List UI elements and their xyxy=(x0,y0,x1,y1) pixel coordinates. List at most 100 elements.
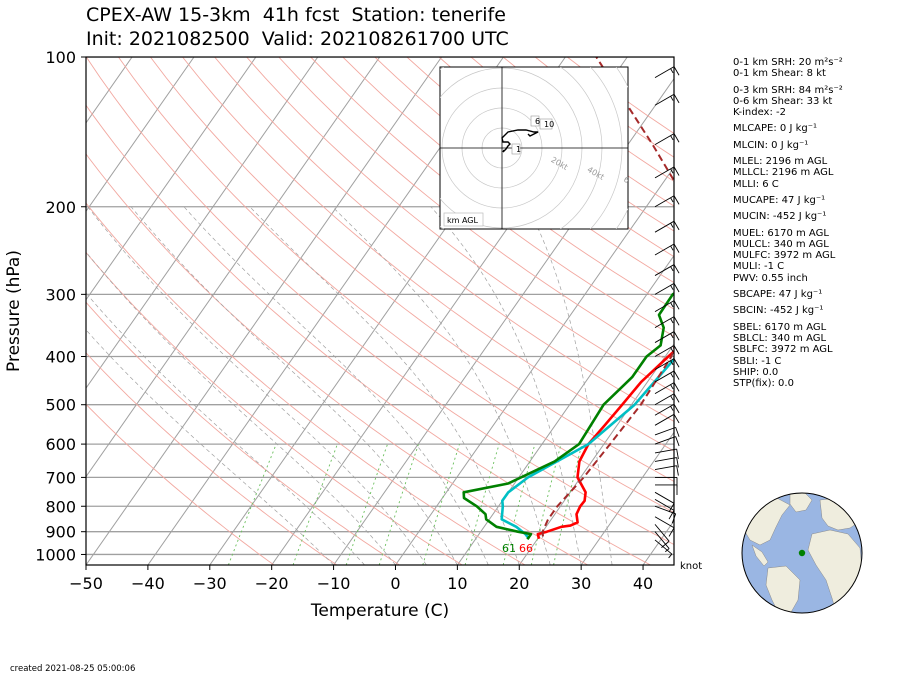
index-row: SBLFC: 3972 m AGL xyxy=(733,344,833,356)
barb-flag xyxy=(670,347,674,353)
indices-panel: 0-1 km SRH: 20 m²s⁻² 0-1 km Shear: 8 kt 0-… xyxy=(733,57,843,389)
dry-adiabat xyxy=(342,57,674,310)
wind-barb xyxy=(654,516,675,537)
landmass xyxy=(789,493,813,513)
wind-barb xyxy=(654,66,680,78)
wind-barb xyxy=(654,382,680,395)
barb-flag xyxy=(670,222,674,228)
wind-barb xyxy=(654,243,680,256)
index-row: SBEL: 6170 m AGL xyxy=(733,321,827,333)
barb-staff xyxy=(654,382,675,395)
index-row: 0-3 km SRH: 84 m²s⁻² xyxy=(733,84,843,96)
profile-lines xyxy=(462,57,674,540)
moist-adiabat xyxy=(527,206,613,565)
wind-barb xyxy=(654,531,670,553)
mixing-ratio-line xyxy=(422,443,460,565)
wind-barb xyxy=(654,393,680,406)
wind-barb xyxy=(654,436,680,447)
barb-flag xyxy=(670,384,674,390)
barb-staff xyxy=(654,220,675,233)
y-tick-label: 300 xyxy=(45,285,76,304)
wind-barb xyxy=(654,465,679,476)
moist-adiabat xyxy=(183,206,489,565)
x-tick-label: 10 xyxy=(447,574,467,593)
dry-adiabat xyxy=(118,57,674,514)
index-row: MLLCL: 2196 m AGL xyxy=(733,167,834,179)
wind-barb xyxy=(654,300,680,313)
wind-barb xyxy=(654,499,675,520)
barb-staff xyxy=(654,93,675,106)
wind-barb xyxy=(654,370,680,383)
barb-flag xyxy=(673,331,680,341)
index-row: STP(fix): 0.0 xyxy=(733,378,794,390)
wind-barb xyxy=(654,264,680,276)
mixing-ratio-line xyxy=(530,443,562,565)
barb-flag xyxy=(670,245,674,251)
barb-staff xyxy=(654,331,675,343)
barb-staff xyxy=(654,300,675,313)
barb-staff xyxy=(654,457,677,462)
barb-staff xyxy=(654,505,676,515)
barb-flag xyxy=(673,414,680,424)
hodograph-height-label: 6 xyxy=(535,117,540,126)
temperature-profile xyxy=(536,349,674,540)
y-tick-label: 700 xyxy=(45,468,76,487)
barb-flag xyxy=(668,527,675,537)
x-tick-label: −20 xyxy=(255,574,289,593)
barb-flag xyxy=(673,300,680,310)
index-row: MULI: -1 C xyxy=(733,261,785,273)
index-row: SBLCL: 340 m AGL xyxy=(733,332,827,344)
barb-flag xyxy=(670,266,674,272)
mixing-ratio-line xyxy=(227,443,277,565)
x-axis-title: Temperature (C) xyxy=(310,601,449,621)
wind-barb-column xyxy=(654,66,680,559)
dry-adiabat xyxy=(86,251,463,565)
isotherm-line xyxy=(86,57,257,301)
barb-flag xyxy=(673,404,680,414)
wind-unit-label: knot xyxy=(680,561,702,572)
wind-barb xyxy=(654,457,679,468)
barb-staff xyxy=(654,531,670,549)
x-tick-label: −10 xyxy=(317,574,351,593)
moist-adiabat xyxy=(249,206,520,565)
barb-staff xyxy=(654,66,675,78)
dry-adiabat xyxy=(214,57,674,422)
barb-flag xyxy=(673,370,680,380)
wind-barb xyxy=(654,220,680,233)
surface-temp-label: 66 xyxy=(519,542,533,555)
y-tick-label: 400 xyxy=(45,348,76,367)
locator-globe xyxy=(741,492,863,614)
index-row: SHIP: 0.0 xyxy=(733,366,779,378)
barb-flag xyxy=(673,243,680,253)
barb-staff xyxy=(654,426,676,436)
barb-flag xyxy=(673,133,680,143)
wind-barb xyxy=(654,403,680,416)
created-timestamp: created 2021-08-25 05:00:06 xyxy=(10,664,136,674)
barb-staff xyxy=(654,448,677,454)
index-row: 0-1 km SRH: 20 m²s⁻² xyxy=(733,57,843,68)
index-row: MLEL: 2196 m AGL xyxy=(733,156,828,168)
barb-flag xyxy=(673,66,680,76)
index-row: MLCIN: 0 J kg⁻¹ xyxy=(733,139,809,151)
barb-flag xyxy=(670,95,674,101)
barb-flag xyxy=(676,465,679,476)
barb-staff xyxy=(654,491,675,504)
dry-adiabat xyxy=(182,57,674,452)
wind-barb xyxy=(655,476,678,488)
index-row: 0-1 km Shear: 8 kt xyxy=(733,68,826,80)
x-tick-label: 20 xyxy=(509,574,529,593)
y-tick-label: 500 xyxy=(45,396,76,415)
index-row: SBCIN: -452 J kg⁻¹ xyxy=(733,305,824,317)
moist-adiabat xyxy=(430,206,582,565)
dry-adiabat xyxy=(86,57,674,546)
dry-adiabat xyxy=(278,57,674,365)
barb-staff xyxy=(654,413,675,426)
barb-flag xyxy=(673,382,680,392)
dry-adiabat xyxy=(374,57,674,284)
hodograph-ring-label: 60kt xyxy=(622,175,642,192)
wind-barb xyxy=(654,426,680,437)
y-tick-label: 200 xyxy=(45,198,76,217)
barb-flag xyxy=(673,220,680,231)
barb-flag xyxy=(668,510,675,520)
